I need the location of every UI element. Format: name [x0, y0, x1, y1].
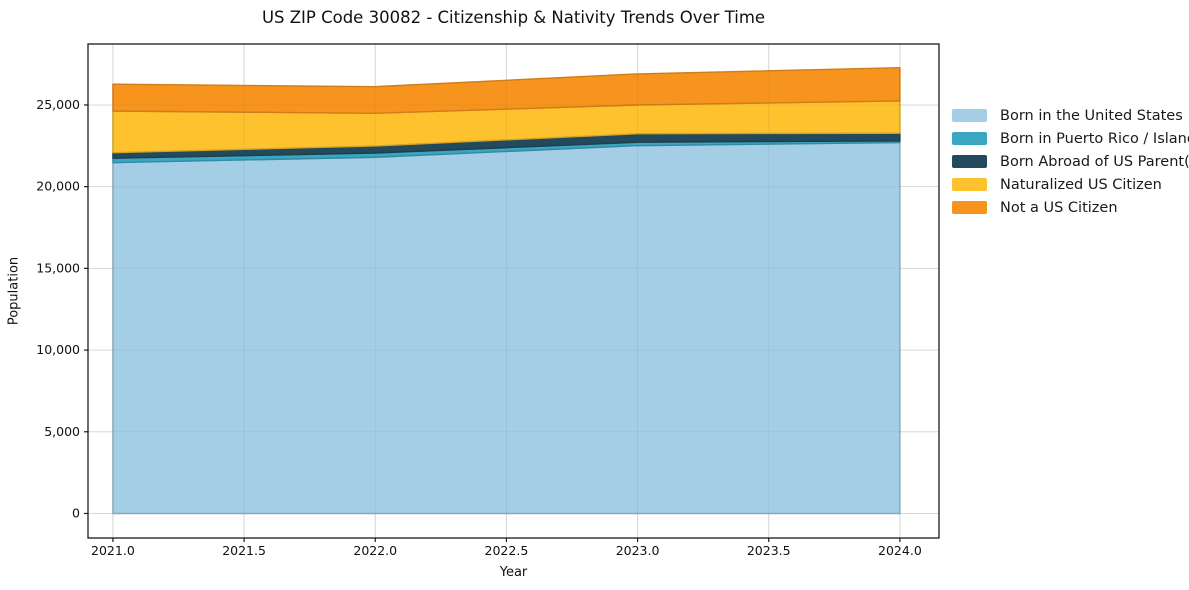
x-tick-label: 2023.0: [616, 543, 660, 558]
chart-title: US ZIP Code 30082 - Citizenship & Nativi…: [261, 8, 766, 27]
x-tick-label: 2023.5: [747, 543, 791, 558]
legend-item: Born in the United States: [952, 104, 1189, 127]
y-tick-label: 20,000: [36, 179, 80, 194]
area-series-not-a-us-citizen: [112, 66, 901, 114]
axes-frame: [87, 43, 940, 539]
y-tick-label: 10,000: [36, 342, 80, 357]
x-tick-label: 2021.0: [91, 543, 135, 558]
y-axis-label: Population: [6, 256, 22, 326]
legend-swatch: [952, 109, 987, 122]
y-tick-label: 5,000: [44, 424, 80, 439]
x-tick-label: 2024.0: [878, 543, 922, 558]
y-tick-label: 0: [72, 505, 80, 520]
x-tick-label: 2022.5: [485, 543, 529, 558]
legend-label: Born in Puerto Rico / Islands: [1000, 130, 1189, 147]
legend-swatch: [952, 132, 987, 145]
legend-item: Born Abroad of US Parent(s): [952, 150, 1189, 173]
legend-swatch: [952, 201, 987, 214]
legend-swatch: [952, 155, 987, 168]
y-tick-label: 15,000: [36, 260, 80, 275]
legend: Born in the United States Born in Puerto …: [952, 104, 1189, 219]
y-tick-label: 25,000: [36, 97, 80, 112]
legend-swatch: [952, 178, 987, 191]
legend-label: Born Abroad of US Parent(s): [1000, 153, 1189, 170]
x-tick-label: 2021.5: [222, 543, 266, 558]
legend-item: Not a US Citizen: [952, 196, 1189, 219]
x-axis-label: Year: [499, 565, 528, 580]
legend-item: Naturalized US Citizen: [952, 173, 1189, 196]
legend-label: Born in the United States: [1000, 107, 1183, 124]
legend-label: Not a US Citizen: [1000, 199, 1118, 216]
legend-label: Naturalized US Citizen: [1000, 176, 1162, 193]
x-tick-label: 2022.0: [353, 543, 397, 558]
legend-item: Born in Puerto Rico / Islands: [952, 127, 1189, 150]
